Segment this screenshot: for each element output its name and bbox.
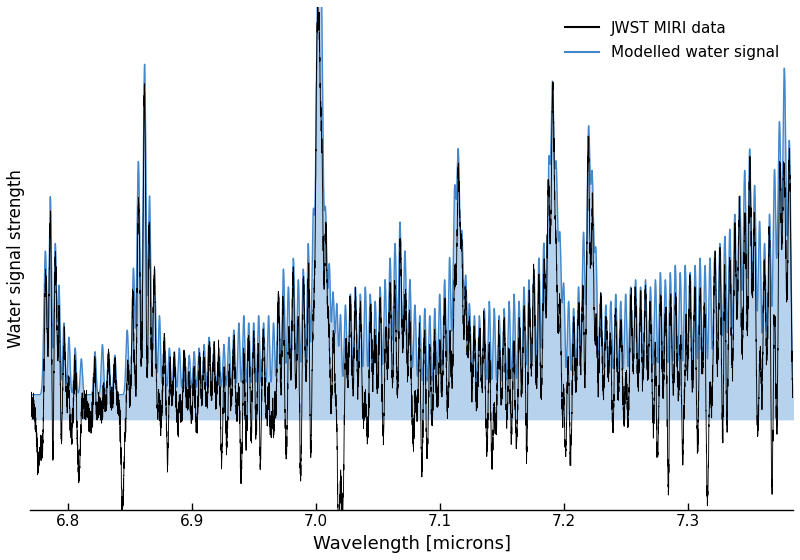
X-axis label: Wavelength [microns]: Wavelength [microns] [313,535,510,553]
Legend: JWST MIRI data, Modelled water signal: JWST MIRI data, Modelled water signal [559,15,786,66]
Y-axis label: Water signal strength: Water signal strength [7,169,25,348]
